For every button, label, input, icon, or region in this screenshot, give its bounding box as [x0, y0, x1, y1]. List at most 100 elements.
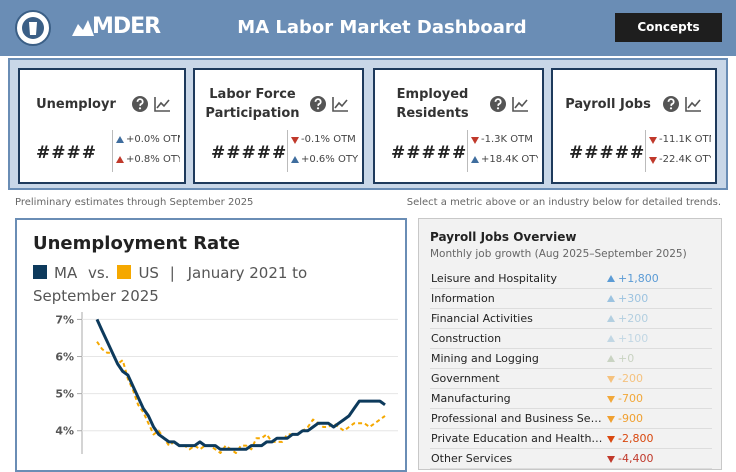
industry-row[interactable]: Financial Activities +200 — [430, 309, 712, 329]
arrow-shape — [607, 335, 615, 342]
arrow — [607, 396, 615, 403]
icon-dot — [496, 107, 500, 110]
arrow-shape — [607, 396, 615, 403]
arrow-shape — [471, 156, 479, 163]
arrow-shape — [649, 137, 657, 144]
help-icon — [490, 96, 506, 112]
metric-card[interactable]: Labor Force Participation ##### -0.1% OTM +… — [193, 68, 364, 184]
industry-change: +0 — [618, 352, 635, 365]
arrow-shape — [607, 355, 615, 362]
concepts-button[interactable]: Concepts — [615, 13, 722, 42]
payroll-title: Payroll Jobs Overview — [430, 230, 577, 244]
icon-glyph — [685, 97, 701, 112]
industry-label: Mining and Logging — [431, 352, 539, 365]
card-change: +18.4K OTY — [481, 154, 538, 165]
icon-dot — [669, 107, 673, 110]
arrow — [607, 376, 615, 383]
card-divider — [467, 130, 468, 172]
y-tick-label: 6% — [55, 351, 74, 364]
legend-connector: vs. — [87, 264, 110, 282]
industry-label: Financial Activities — [431, 312, 533, 325]
industry-row[interactable]: Construction +100 — [430, 329, 712, 349]
arrow-shape — [607, 456, 615, 463]
arrow — [607, 436, 615, 443]
icon-glyph — [494, 98, 502, 107]
industry-row[interactable]: Mining and Logging +0 — [430, 349, 712, 369]
legend-period: January 2021 to September 2025 — [33, 264, 308, 305]
industry-change: +100 — [618, 332, 649, 345]
industry-row[interactable]: Information +300 — [430, 289, 712, 309]
industry-label: Government — [431, 372, 500, 385]
arrow-shape — [607, 436, 615, 443]
arrow — [607, 335, 615, 342]
card-value: #### — [36, 143, 97, 163]
industry-row[interactable]: Professional and Business Services -900 — [430, 409, 712, 429]
arrow-shape — [607, 376, 615, 383]
card-change: -0.1% OTM — [301, 134, 356, 145]
card-divider — [287, 130, 288, 172]
industry-change: +300 — [618, 292, 649, 305]
industry-row[interactable]: Manufacturing -700 — [430, 389, 712, 409]
legend-label: US — [138, 264, 159, 282]
help-icon — [310, 96, 326, 112]
arrow — [471, 137, 479, 144]
card-change: +0.8% OTY — [126, 154, 180, 165]
y-tick-label: 7% — [55, 313, 74, 326]
arrow — [607, 295, 615, 302]
industry-label: Construction — [431, 332, 502, 345]
arrow — [291, 156, 299, 163]
logo-text: MDER — [92, 14, 161, 39]
dashboard-title: MA Labor Market Dashboard — [237, 17, 527, 38]
icon-glyph — [512, 97, 528, 112]
industry-label: Leisure and Hospitality — [431, 272, 557, 285]
arrow-shape — [291, 156, 299, 163]
industry-row[interactable]: Private Education and Health Services -2,… — [430, 429, 712, 449]
seal-logo — [15, 10, 51, 46]
arrow — [471, 156, 479, 163]
y-tick-label: 5% — [55, 388, 74, 401]
industry-change: +1,800 — [618, 272, 659, 285]
trend-icon — [332, 97, 348, 112]
arrow — [607, 315, 615, 322]
industry-change: -200 — [618, 372, 643, 385]
metric-card[interactable]: Employed Residents ##### -1.3K OTM +18.4K O… — [373, 68, 544, 184]
series-line — [95, 318, 386, 451]
card-value: ##### — [569, 143, 646, 163]
arrow-shape — [471, 137, 479, 144]
arrow-shape — [116, 156, 124, 163]
arrow-shape — [291, 137, 299, 144]
card-change: -1.3K OTM — [481, 134, 533, 145]
industry-change: -2,800 — [618, 432, 654, 445]
trend-icon — [512, 97, 528, 112]
card-change: -22.4K OTY — [659, 154, 711, 165]
arrow-shape — [116, 136, 124, 143]
legend-label: MA — [54, 264, 78, 282]
industry-row[interactable]: Leisure and Hospitality +1,800 — [430, 269, 712, 289]
icon-glyph — [136, 98, 144, 107]
arrow — [649, 137, 657, 144]
chart-title: Unemployment Rate — [33, 233, 241, 254]
industry-label: Manufacturing — [431, 392, 511, 405]
metric-card[interactable]: Payroll Jobs ##### -11.1K OTM -22.4K OTY — [551, 68, 717, 184]
industry-row[interactable]: Government -200 — [430, 369, 712, 389]
icon-glyph — [154, 97, 170, 112]
arrow — [607, 456, 615, 463]
arrow-shape — [649, 157, 657, 164]
arrow-shape — [607, 275, 615, 282]
industry-row[interactable]: Other Services -4,400 — [430, 449, 712, 469]
hint-note: Select a metric above or an industry bel… — [406, 197, 721, 208]
card-change: +0.6% OTY — [301, 154, 358, 165]
metric-card[interactable]: Unemployr #### +0.0% OTM +0.8% OTY — [18, 68, 186, 184]
arrow-shape — [607, 416, 615, 423]
trend-icon — [154, 97, 170, 112]
legend-swatch — [117, 265, 132, 279]
payroll-subtitle: Monthly job growth (Aug 2025–September 2… — [430, 248, 687, 260]
logo-mark — [72, 20, 94, 36]
icon-dot — [138, 107, 142, 110]
icon-glyph — [314, 98, 322, 107]
arrow — [607, 275, 615, 282]
arrow — [116, 136, 124, 143]
help-icon — [663, 96, 679, 112]
header: MDER MA Labor Market Dashboard Concepts — [0, 0, 736, 56]
legend-separator: | — [169, 264, 175, 282]
